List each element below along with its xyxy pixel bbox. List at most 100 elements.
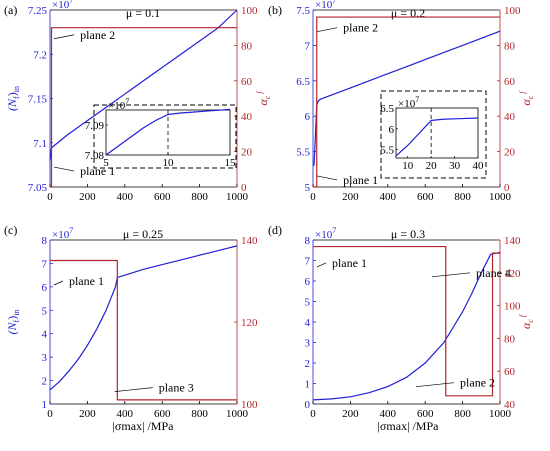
right-axis-label: αc f bbox=[255, 90, 272, 106]
series-left-line bbox=[49, 9, 238, 161]
x-tick-label: 1000 bbox=[226, 408, 249, 420]
right-axis-label: αc f bbox=[518, 90, 535, 106]
left-tick-label: 6.5 bbox=[296, 76, 310, 88]
x-tick-label: 200 bbox=[79, 191, 96, 203]
left-tick-label: 5.5 bbox=[296, 147, 310, 159]
inset-y-tick-label: 5.5 bbox=[380, 145, 394, 157]
left-tick-label: 7.5 bbox=[296, 5, 310, 17]
y-exponent-label: ×107 bbox=[52, 0, 73, 11]
x-tick-label: 600 bbox=[417, 408, 434, 420]
left-tick-label: 3 bbox=[305, 338, 311, 350]
left-tick-label: 6 bbox=[305, 276, 311, 288]
inset-x-tick-label: 30 bbox=[449, 160, 461, 172]
left-tick-label: 5 bbox=[305, 297, 311, 309]
left-tick-label: 5 bbox=[42, 305, 48, 317]
x-tick-label: 800 bbox=[191, 191, 208, 203]
inset-y-tick-label: 6 bbox=[389, 124, 395, 136]
right-tick-label: 40 bbox=[504, 399, 516, 411]
right-tick-label: 40 bbox=[504, 111, 516, 123]
series-left-line bbox=[312, 251, 501, 401]
left-tick-label: 7 bbox=[42, 258, 48, 270]
left-tick-label: 8 bbox=[42, 235, 48, 247]
left-tick-label: 1 bbox=[305, 379, 311, 391]
plane-annotation: plane 2 bbox=[460, 376, 495, 390]
plane-annotation: plane 4 bbox=[476, 266, 511, 280]
y-axis-label: (Nf)in bbox=[5, 310, 21, 335]
plane-annotation: plane 2 bbox=[343, 21, 378, 35]
chart-panel-2: 0 200 400 600 800 1000 5 5.5 6 6.5 7 7.5 0 20 40 60 80 10… bbox=[268, 0, 535, 203]
left-tick-label: 8 bbox=[305, 235, 311, 247]
x-tick-label: 0 bbox=[47, 408, 53, 420]
chart-title: μ = 0.25 bbox=[123, 227, 163, 241]
right-axis-label: αc f bbox=[518, 313, 535, 329]
series-right-line bbox=[50, 259, 237, 401]
series-right-line bbox=[50, 27, 237, 188]
left-tick-label: 6 bbox=[305, 111, 311, 123]
right-tick-label: 60 bbox=[504, 76, 516, 88]
y-axis-label: (Nf)in bbox=[5, 86, 21, 111]
left-tick-label: 4 bbox=[42, 329, 48, 341]
x-tick-label: 0 bbox=[310, 191, 316, 203]
x-tick-label: 600 bbox=[154, 408, 171, 420]
panel-label: (d) bbox=[268, 223, 282, 237]
y-exponent-label: ×107 bbox=[315, 0, 336, 11]
x-axis-label: |σmax| /MPa bbox=[113, 419, 175, 433]
left-tick-label: 7.25 bbox=[28, 5, 48, 17]
x-tick-label: 800 bbox=[454, 408, 471, 420]
right-tick-label: 100 bbox=[504, 301, 521, 313]
series-left-line bbox=[49, 245, 238, 391]
left-tick-label: 1 bbox=[42, 399, 48, 411]
inset-series-line bbox=[395, 117, 479, 157]
x-tick-label: 1000 bbox=[489, 408, 512, 420]
plane-annotation: plane 2 bbox=[80, 28, 115, 42]
right-tick-label: 0 bbox=[504, 182, 510, 194]
right-tick-label: 140 bbox=[504, 235, 521, 247]
inset-x-tick-label: 10 bbox=[402, 160, 414, 172]
chart-panel-3: 0 200 400 600 800 1000 1 2 3 4 5 6 7 8 100 120 140 ×107 (N… bbox=[4, 223, 258, 420]
inset-x-tick-label: 15 bbox=[225, 157, 237, 169]
x-tick-label: 800 bbox=[454, 191, 471, 203]
right-tick-label: 80 bbox=[504, 40, 516, 52]
x-tick-label: 400 bbox=[380, 408, 397, 420]
x-tick-label: 1000 bbox=[489, 191, 512, 203]
left-tick-label: 7.2 bbox=[33, 49, 47, 61]
x-tick-label: 400 bbox=[117, 408, 134, 420]
chart-panel-4: 0 200 400 600 800 1000 0 1 2 3 4 5 6 7 8 40 60 80 100 120 14… bbox=[268, 223, 535, 420]
series-right-line bbox=[313, 16, 500, 188]
x-tick-label: 600 bbox=[417, 191, 434, 203]
right-tick-label: 100 bbox=[241, 5, 258, 17]
panel-label: (b) bbox=[268, 3, 282, 17]
inset-series-line bbox=[105, 108, 231, 156]
left-tick-label: 7.1 bbox=[33, 138, 47, 150]
x-tick-label: 400 bbox=[380, 191, 397, 203]
x-tick-label: 200 bbox=[342, 191, 359, 203]
series-right-line bbox=[313, 245, 500, 397]
right-tick-label: 0 bbox=[241, 182, 247, 194]
left-tick-label: 2 bbox=[305, 358, 311, 370]
right-tick-label: 20 bbox=[241, 147, 253, 159]
left-tick-label: 2 bbox=[42, 376, 48, 388]
annotation-leader bbox=[114, 387, 153, 392]
inset-y-tick-label: 6.5 bbox=[380, 103, 394, 115]
x-axis-label: |σmax| /MPa bbox=[378, 419, 440, 433]
annotation-leader bbox=[416, 382, 455, 388]
annotation-leader bbox=[53, 280, 64, 286]
x-tick-label: 200 bbox=[342, 408, 359, 420]
right-tick-label: 140 bbox=[241, 235, 258, 247]
right-tick-label: 120 bbox=[504, 268, 521, 280]
left-tick-label: 5 bbox=[305, 182, 311, 194]
inset-dashed-box bbox=[380, 90, 487, 179]
chart-title: μ = 0.3 bbox=[391, 227, 425, 241]
y-exponent-label: ×107 bbox=[315, 226, 336, 241]
right-tick-label: 60 bbox=[241, 76, 253, 88]
plane-annotation: plane 3 bbox=[159, 381, 194, 395]
annotation-leader bbox=[53, 34, 75, 40]
inset-y-tick-label: 7.08 bbox=[85, 150, 105, 162]
left-tick-label: 7 bbox=[305, 256, 311, 268]
x-tick-label: 600 bbox=[154, 191, 171, 203]
x-tick-label: 400 bbox=[117, 191, 134, 203]
inset-x-tick-label: 5 bbox=[103, 157, 109, 169]
annotation-leader bbox=[316, 175, 338, 181]
right-tick-label: 80 bbox=[504, 333, 516, 345]
